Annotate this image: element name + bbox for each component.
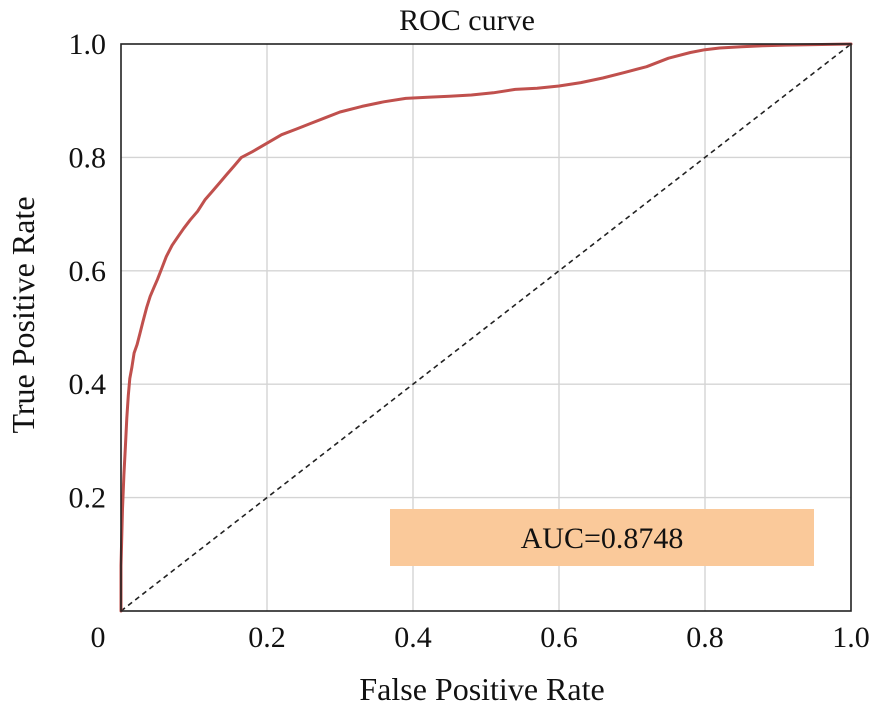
- x-axis-ticks: 0 0.2 0.4 0.6 0.8 1.0: [91, 621, 870, 654]
- x-tick-label-3: 0.6: [540, 621, 578, 654]
- y-tick-label-1: 0.4: [69, 368, 107, 401]
- plot-area-frame: [120, 43, 852, 612]
- x-tick-label-5: 1.0: [832, 621, 870, 654]
- y-tick-label-4: 1.0: [69, 28, 107, 61]
- y-tick-label-2: 0.6: [69, 255, 107, 288]
- y-tick-label-0: 0.2: [69, 482, 107, 515]
- x-tick-label-4: 0.8: [686, 621, 724, 654]
- x-tick-label-2: 0.4: [394, 621, 432, 654]
- y-axis-ticks: 0.2 0.4 0.6 0.8 1.0: [69, 28, 107, 515]
- roc-curve-line: [119, 42, 853, 613]
- chart-title: ROC curve: [399, 4, 535, 37]
- grid-lines: [121, 44, 851, 611]
- y-tick-label-3: 0.8: [69, 141, 107, 174]
- x-tick-label-1: 0.2: [248, 621, 286, 654]
- x-axis-label: False Positive Rate: [359, 671, 604, 707]
- chance-reference-line: [120, 43, 852, 612]
- auc-annotation-text: AUC=0.8748: [521, 522, 684, 555]
- auc-annotation: AUC=0.8748: [390, 509, 814, 566]
- y-axis-label: True Positive Rate: [5, 196, 41, 433]
- auc-annotation-box: [390, 509, 814, 566]
- x-tick-label-0: 0: [91, 621, 106, 654]
